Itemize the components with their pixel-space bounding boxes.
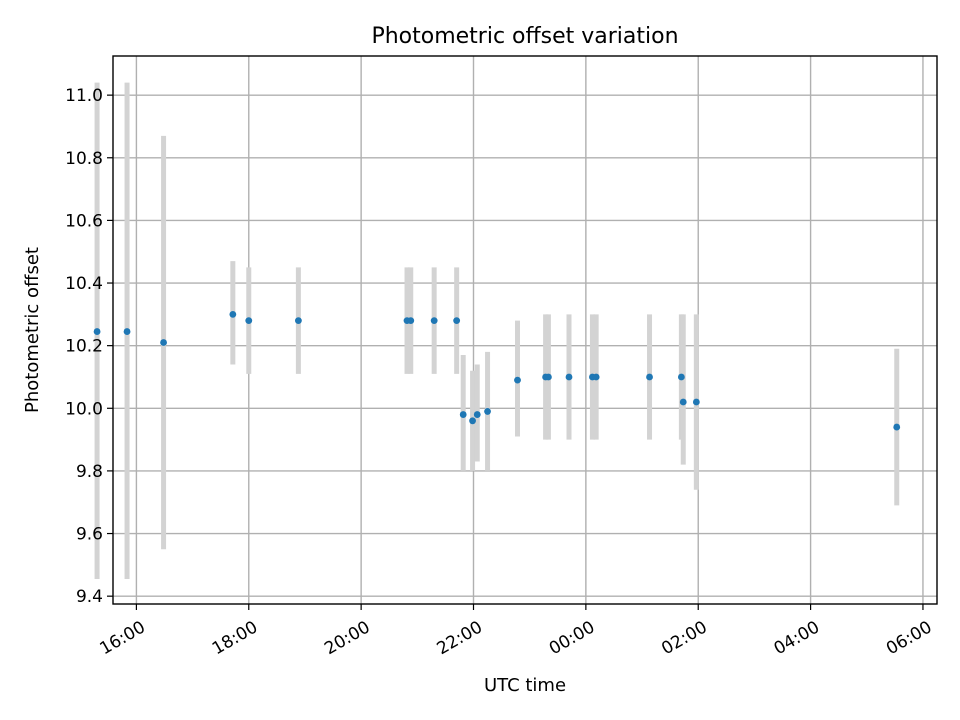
y-tick-layer: 9.4 9.6 9.8 10.0 10.2 10.4 10.6 10.8 11.0 xyxy=(65,86,113,607)
y-axis-label: Photometric offset xyxy=(22,247,43,413)
data-point xyxy=(514,376,521,384)
x-tick-layer: 16:00 18:00 20:00 22:00 00:00 02:00 04:00 06:00 xyxy=(96,604,935,659)
data-point xyxy=(646,373,653,381)
data-point xyxy=(473,411,481,418)
x-tick-label: 02:00 xyxy=(658,617,710,659)
y-tick-label: 10.6 xyxy=(65,211,103,231)
data-point xyxy=(679,398,687,406)
x-tick-label: 00:00 xyxy=(546,617,598,659)
x-tick-label: 22:00 xyxy=(434,617,486,659)
data-point xyxy=(229,310,237,318)
data-point xyxy=(692,398,700,406)
y-tick-label: 11.0 xyxy=(65,86,103,106)
x-tick-label: 06:00 xyxy=(883,617,935,659)
data-point xyxy=(295,317,302,325)
x-tick-label: 20:00 xyxy=(321,617,373,659)
data-point xyxy=(123,328,131,335)
data-point xyxy=(469,417,476,425)
y-tick-label: 9.8 xyxy=(76,462,103,482)
y-tick-label: 9.6 xyxy=(76,525,103,545)
y-tick-label: 10.2 xyxy=(65,337,103,357)
data-point xyxy=(545,373,552,381)
data-point xyxy=(565,373,573,381)
x-axis-label: UTC time xyxy=(484,675,566,696)
data-point xyxy=(677,373,685,381)
data-point xyxy=(484,408,491,415)
errorbar-layer xyxy=(94,82,900,579)
data-point xyxy=(93,328,101,335)
data-point xyxy=(407,317,415,325)
data-point xyxy=(453,317,461,325)
data-point xyxy=(160,339,167,346)
y-tick-label: 9.4 xyxy=(76,587,103,607)
data-point xyxy=(430,317,438,325)
data-point xyxy=(459,411,467,418)
y-tick-label: 10.4 xyxy=(65,274,103,294)
data-point xyxy=(245,317,253,325)
y-tick-label: 10.8 xyxy=(65,149,103,169)
grid-layer xyxy=(113,56,937,604)
plot-frame xyxy=(112,55,938,605)
data-point xyxy=(592,373,600,381)
y-tick-label: 10.0 xyxy=(65,399,103,419)
chart-title: Photometric offset variation xyxy=(371,24,678,49)
x-tick-label: 16:00 xyxy=(96,617,148,659)
data-point xyxy=(893,423,901,431)
x-tick-label: 18:00 xyxy=(209,617,261,659)
x-tick-label: 04:00 xyxy=(771,617,823,659)
point-layer xyxy=(93,310,901,431)
